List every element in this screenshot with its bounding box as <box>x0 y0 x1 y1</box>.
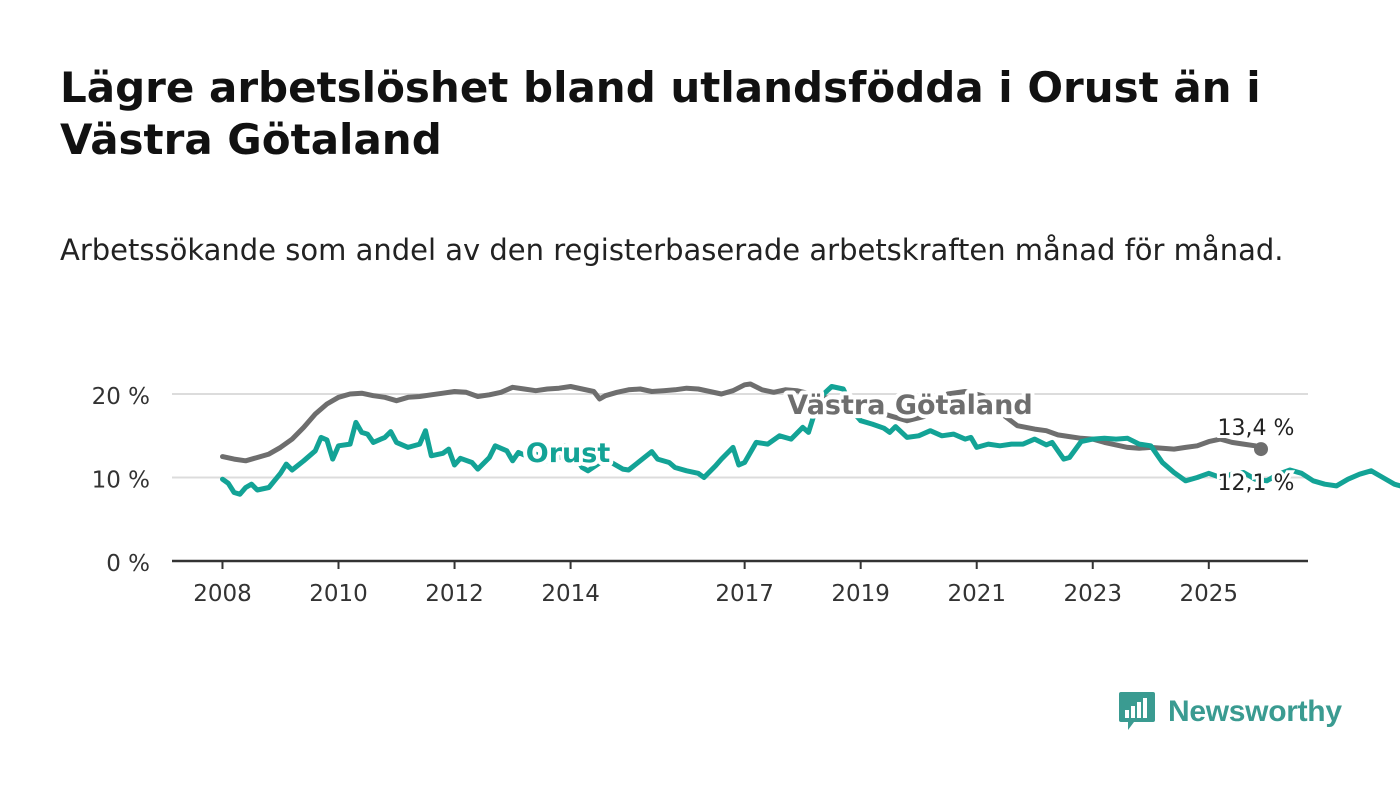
bar-chart-speech-bubble-icon <box>1119 692 1155 730</box>
brand-logo: Newsworthy <box>1118 690 1342 734</box>
chart-subtitle: Arbetssökande som andel av den registerb… <box>60 233 1284 267</box>
x-tick-label: 2008 <box>193 581 252 607</box>
x-tick-label: 2017 <box>715 581 774 607</box>
x-tick-label: 2014 <box>541 581 600 607</box>
y-tick-label: 10 % <box>92 468 150 494</box>
series-line-orust <box>220 384 1400 497</box>
y-tick-label: 20 % <box>92 384 150 410</box>
end-value-label-vastra-gotaland: 13,4 % <box>1218 416 1295 441</box>
x-tick-label: 2010 <box>309 581 368 607</box>
x-tick-label: 2019 <box>831 581 890 607</box>
series-label-orust: Orust <box>526 438 611 469</box>
x-tick-label: 2023 <box>1063 581 1122 607</box>
x-tick-label: 2012 <box>425 581 484 607</box>
series-label-vastra-gotaland: Västra Götaland <box>787 390 1032 421</box>
x-tick-label: 2021 <box>947 581 1006 607</box>
chart-title: Lägre arbetslöshet bland utlandsfödda i … <box>60 63 1261 164</box>
y-tick-label: 0 % <box>106 551 150 577</box>
x-tick-label: 2025 <box>1180 581 1239 607</box>
end-value-label-orust: 12,1 % <box>1218 471 1295 496</box>
brand-name: Newsworthy <box>1168 695 1342 728</box>
series-end-dot-v-stra-g-taland <box>1254 442 1269 457</box>
series-line-v-stra-g-taland <box>220 381 1264 464</box>
